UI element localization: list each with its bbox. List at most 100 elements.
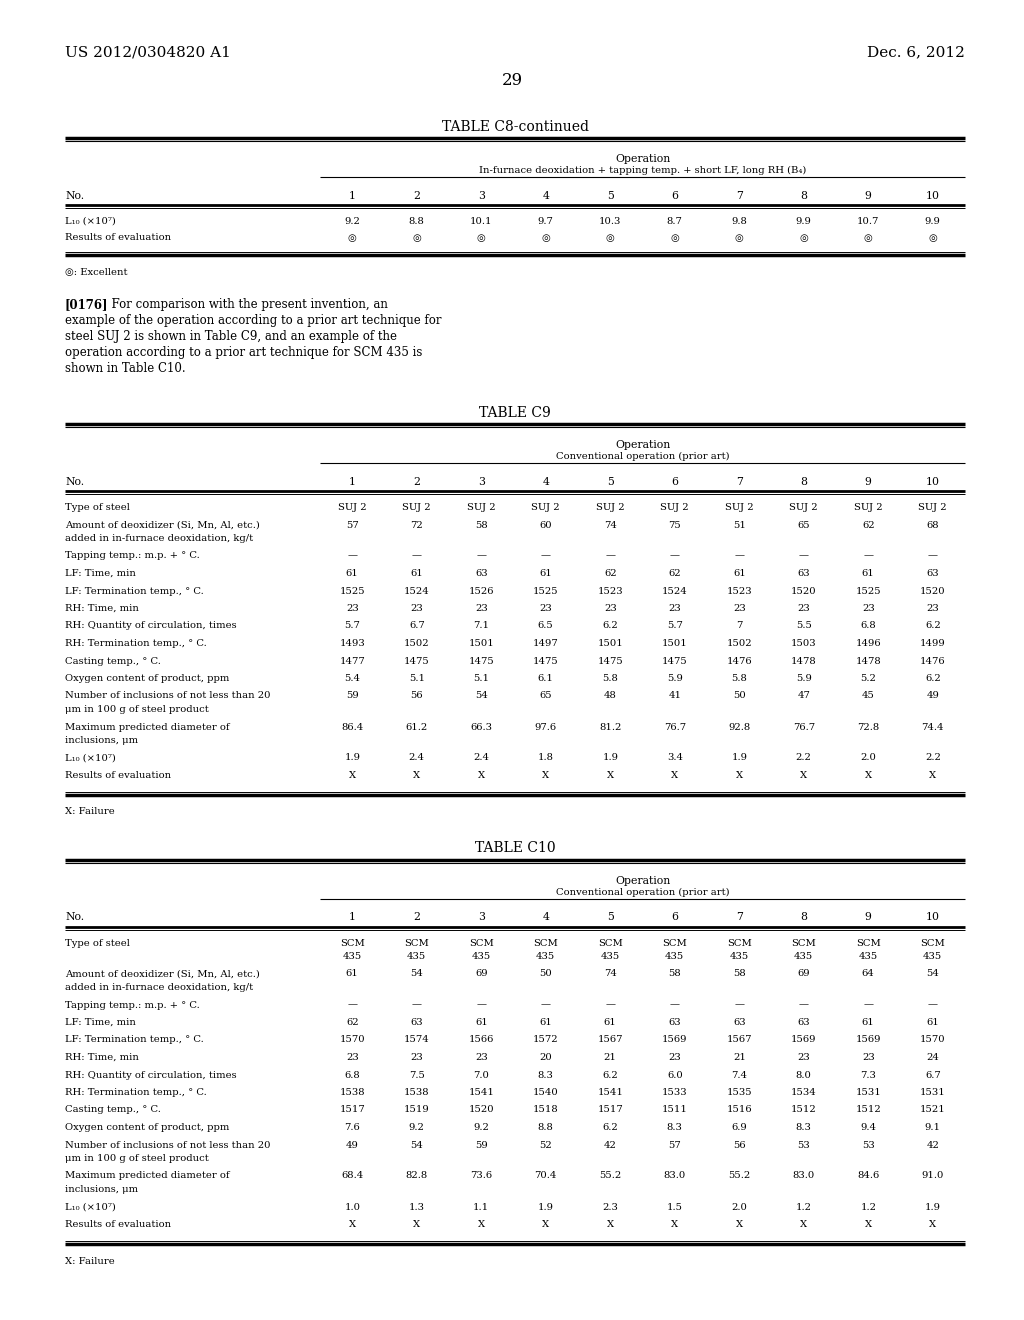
Text: 5.8: 5.8 — [731, 675, 748, 682]
Text: —: — — [476, 552, 486, 561]
Text: X: X — [414, 771, 420, 780]
Text: 2.2: 2.2 — [796, 754, 812, 763]
Text: inclusions, μm: inclusions, μm — [65, 737, 138, 744]
Text: 56: 56 — [411, 692, 423, 701]
Text: 1.5: 1.5 — [667, 1203, 683, 1212]
Text: SCM: SCM — [856, 939, 881, 948]
Text: X: X — [800, 771, 807, 780]
Text: 61: 61 — [475, 1018, 487, 1027]
Text: 435: 435 — [730, 952, 749, 961]
Text: —: — — [412, 552, 422, 561]
Text: 1517: 1517 — [597, 1106, 624, 1114]
Text: 1.9: 1.9 — [538, 1203, 554, 1212]
Text: 2.2: 2.2 — [925, 754, 941, 763]
Text: ◎: Excellent: ◎: Excellent — [65, 268, 128, 277]
Text: 1.9: 1.9 — [925, 1203, 941, 1212]
Text: SUJ 2: SUJ 2 — [338, 503, 367, 512]
Text: 23: 23 — [798, 605, 810, 612]
Text: 61: 61 — [733, 569, 745, 578]
Text: X: X — [864, 771, 871, 780]
Text: 1478: 1478 — [855, 656, 881, 665]
Text: 3: 3 — [478, 477, 484, 487]
Text: 54: 54 — [475, 692, 487, 701]
Text: 23: 23 — [475, 605, 487, 612]
Text: 50: 50 — [540, 969, 552, 978]
Text: 10.1: 10.1 — [470, 216, 493, 226]
Text: 61: 61 — [862, 1018, 874, 1027]
Text: 61: 61 — [411, 569, 423, 578]
Text: 23: 23 — [798, 1053, 810, 1063]
Text: 6.8: 6.8 — [344, 1071, 360, 1080]
Text: X: X — [349, 1220, 355, 1229]
Text: 23: 23 — [346, 1053, 358, 1063]
Text: RH: Termination temp., ° C.: RH: Termination temp., ° C. — [65, 639, 207, 648]
Text: X: X — [864, 1220, 871, 1229]
Text: 6.2: 6.2 — [602, 622, 618, 631]
Text: 1: 1 — [349, 477, 355, 487]
Text: 2.4: 2.4 — [409, 754, 425, 763]
Text: 6.8: 6.8 — [860, 622, 877, 631]
Text: Maximum predicted diameter of: Maximum predicted diameter of — [65, 722, 229, 731]
Text: 41: 41 — [669, 692, 681, 701]
Text: 68: 68 — [927, 520, 939, 529]
Text: 9.1: 9.1 — [925, 1123, 941, 1133]
Text: 1538: 1538 — [403, 1088, 429, 1097]
Text: SCM: SCM — [792, 939, 816, 948]
Text: 2.0: 2.0 — [731, 1203, 748, 1212]
Text: X: Failure: X: Failure — [65, 1257, 115, 1266]
Text: SUJ 2: SUJ 2 — [531, 503, 560, 512]
Text: 1570: 1570 — [339, 1035, 366, 1044]
Text: SCM: SCM — [921, 939, 945, 948]
Text: 435: 435 — [408, 952, 426, 961]
Text: 9.2: 9.2 — [344, 216, 360, 226]
Text: L₁₀ (×10⁷): L₁₀ (×10⁷) — [65, 1203, 116, 1212]
Text: 6: 6 — [672, 191, 678, 201]
Text: 1523: 1523 — [726, 586, 752, 595]
Text: 1541: 1541 — [468, 1088, 495, 1097]
Text: 42: 42 — [604, 1140, 616, 1150]
Text: ◎: ◎ — [735, 234, 743, 243]
Text: 1570: 1570 — [920, 1035, 945, 1044]
Text: X: X — [606, 771, 613, 780]
Text: 1.3: 1.3 — [409, 1203, 425, 1212]
Text: 58: 58 — [475, 520, 487, 529]
Text: ◎: ◎ — [800, 234, 808, 243]
Text: 1518: 1518 — [532, 1106, 559, 1114]
Text: 5.8: 5.8 — [602, 675, 618, 682]
Text: 9: 9 — [865, 191, 871, 201]
Text: 62: 62 — [604, 569, 616, 578]
Text: Oxygen content of product, ppm: Oxygen content of product, ppm — [65, 1123, 229, 1133]
Text: X: X — [671, 1220, 678, 1229]
Text: 29: 29 — [502, 73, 522, 88]
Text: SCM: SCM — [534, 939, 558, 948]
Text: 24: 24 — [927, 1053, 939, 1063]
Text: SUJ 2: SUJ 2 — [854, 503, 883, 512]
Text: Operation: Operation — [614, 440, 670, 450]
Text: SUJ 2: SUJ 2 — [660, 503, 689, 512]
Text: —: — — [863, 552, 873, 561]
Text: 1569: 1569 — [855, 1035, 881, 1044]
Text: 75: 75 — [669, 520, 681, 529]
Text: 1523: 1523 — [597, 586, 623, 595]
Text: ◎: ◎ — [477, 234, 485, 243]
Text: 4: 4 — [543, 912, 549, 923]
Text: RH: Time, min: RH: Time, min — [65, 605, 139, 612]
Text: —: — — [541, 1001, 551, 1010]
Text: SCM: SCM — [663, 939, 687, 948]
Text: X: X — [542, 771, 549, 780]
Text: —: — — [734, 1001, 744, 1010]
Text: —: — — [670, 1001, 680, 1010]
Text: 1567: 1567 — [726, 1035, 752, 1044]
Text: 1524: 1524 — [662, 586, 688, 595]
Text: 1477: 1477 — [339, 656, 366, 665]
Text: 6.2: 6.2 — [602, 1071, 618, 1080]
Text: 1.0: 1.0 — [344, 1203, 360, 1212]
Text: Type of steel: Type of steel — [65, 939, 130, 948]
Text: SCM: SCM — [469, 939, 494, 948]
Text: 7: 7 — [736, 477, 742, 487]
Text: 73.6: 73.6 — [470, 1172, 493, 1180]
Text: —: — — [347, 1001, 357, 1010]
Text: X: Failure: X: Failure — [65, 808, 115, 817]
Text: X: X — [800, 1220, 807, 1229]
Text: 23: 23 — [604, 605, 616, 612]
